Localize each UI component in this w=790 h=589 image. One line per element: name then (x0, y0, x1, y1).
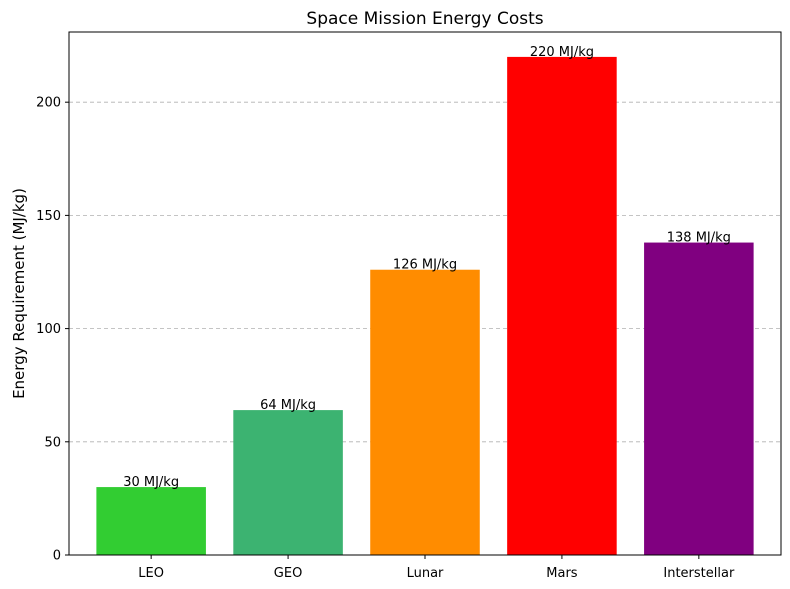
bar-interstellar (644, 242, 754, 555)
plot-area-frame (68, 31, 782, 556)
bar-lunar (370, 269, 480, 555)
y-tick-label: 200 (36, 96, 61, 111)
y-tick-label: 100 (36, 322, 61, 337)
data-label: 30 MJ/kg (123, 475, 179, 490)
x-tick-label: LEO (138, 566, 164, 581)
bar-geo (233, 410, 343, 555)
bar-mars (507, 56, 617, 556)
x-tick-label: GEO (274, 566, 303, 581)
y-tick-label: 50 (44, 435, 61, 450)
data-label: 220 MJ/kg (530, 45, 594, 60)
data-label: 64 MJ/kg (260, 398, 316, 413)
y-tick-label: 0 (53, 549, 61, 564)
y-axis-label: Energy Requirement (MJ/kg) (10, 188, 28, 399)
x-tick-label: Interstellar (663, 566, 735, 581)
chart-title: Space Mission Energy Costs (306, 9, 543, 29)
data-label: 126 MJ/kg (393, 258, 457, 273)
data-label: 138 MJ/kg (667, 231, 731, 246)
y-tick-label: 150 (36, 209, 61, 224)
bar-leo (96, 487, 206, 555)
axis-ticks: 0 50 100 150 200 LEO GEO Lunar Mars Interstellar (36, 96, 735, 581)
bars (96, 56, 754, 556)
x-tick-label: Lunar (407, 566, 444, 581)
data-labels: 30 MJ/kg 64 MJ/kg 126 MJ/kg 220 MJ/kg 138 MJ… (123, 45, 731, 490)
x-tick-label: Mars (546, 566, 578, 581)
